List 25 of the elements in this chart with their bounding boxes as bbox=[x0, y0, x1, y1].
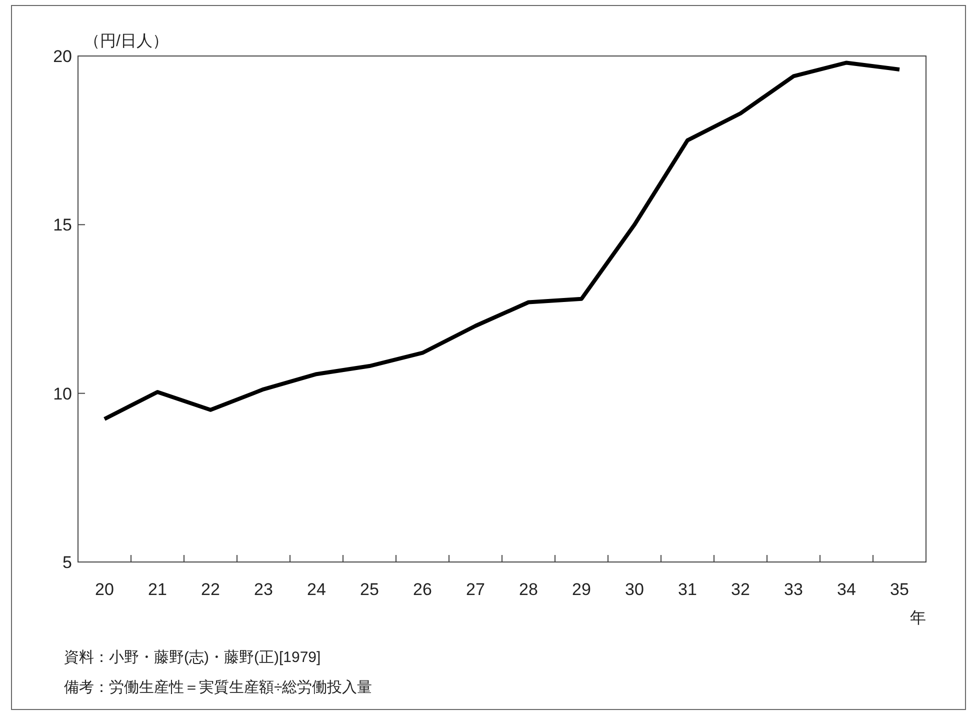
x-tick-label: 23 bbox=[254, 580, 273, 599]
x-tick-label: 27 bbox=[466, 580, 485, 599]
x-tick-label: 34 bbox=[837, 580, 856, 599]
x-tick-label: 25 bbox=[360, 580, 379, 599]
x-tick-label: 33 bbox=[784, 580, 803, 599]
y-axis-title: （円/日人） bbox=[84, 33, 168, 50]
x-tick-label: 30 bbox=[625, 580, 644, 599]
y-tick-label: 20 bbox=[53, 47, 72, 66]
y-tick-label: 5 bbox=[62, 553, 72, 572]
x-tick-label: 28 bbox=[519, 580, 538, 599]
x-tick-label: 21 bbox=[148, 580, 167, 599]
x-tick-label: 24 bbox=[307, 580, 326, 599]
x-tick-label: 22 bbox=[201, 580, 220, 599]
x-tick-label: 26 bbox=[413, 580, 432, 599]
line-series bbox=[102, 60, 902, 421]
x-tick-label: 31 bbox=[678, 580, 697, 599]
text: 備考：労働生産性＝実質生産額÷総労働投入量 bbox=[64, 679, 372, 696]
x-tick-label: 20 bbox=[95, 580, 114, 599]
y-tick-label: 10 bbox=[53, 384, 72, 404]
x-tick-label: 35 bbox=[890, 580, 909, 599]
x-axis-title: 年 bbox=[910, 610, 926, 627]
text: 資料：小野・藤野(志)・藤野(正)[1979] bbox=[64, 649, 321, 666]
x-tick-label: 29 bbox=[572, 580, 591, 599]
y-tick-label: 15 bbox=[53, 216, 72, 235]
x-tick-label: 32 bbox=[731, 580, 750, 599]
